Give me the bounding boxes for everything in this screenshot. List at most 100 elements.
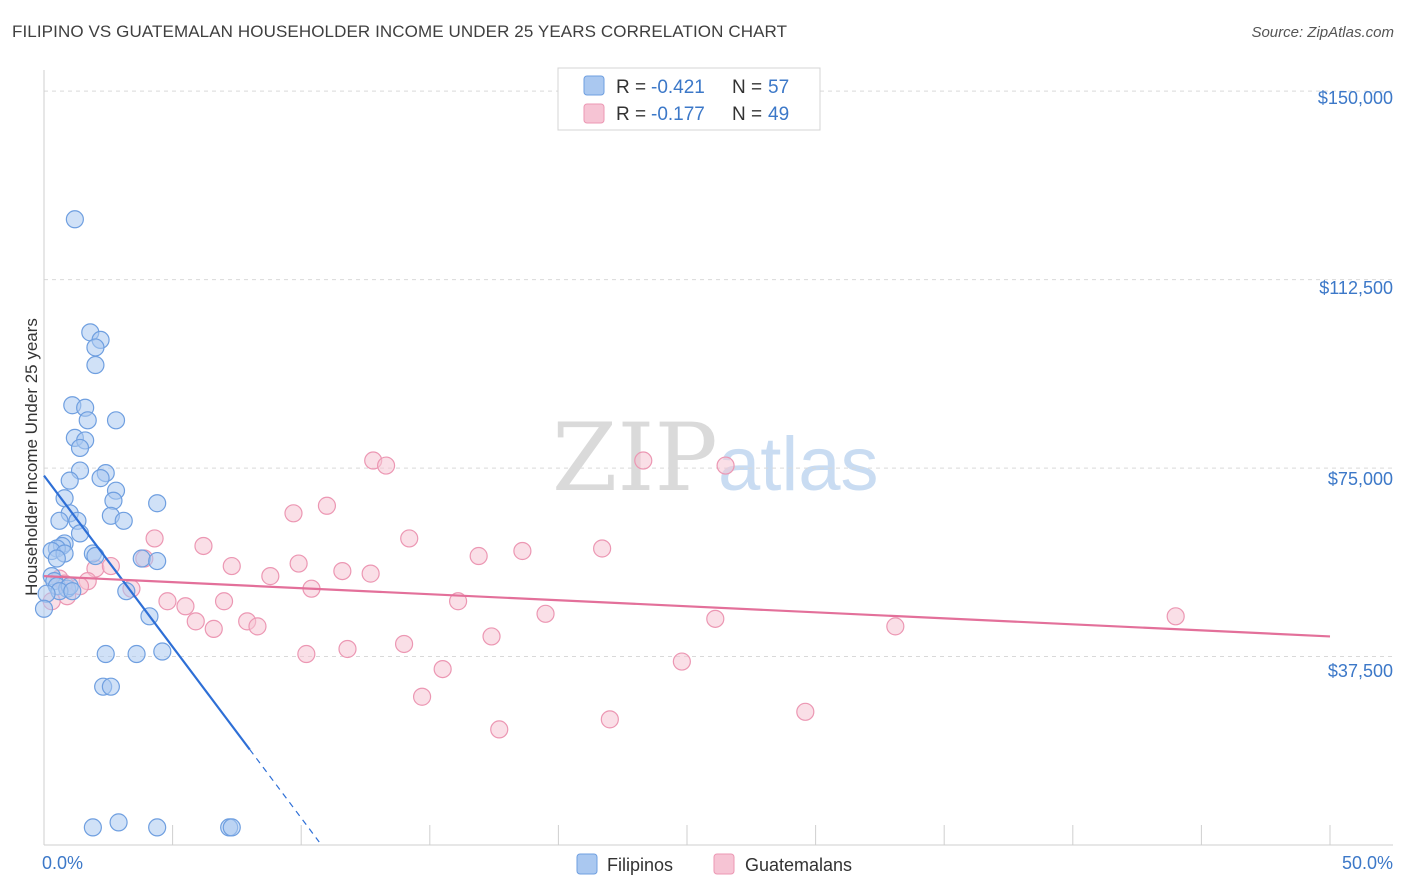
bottom-legend-swatch-guatemalans[interactable]: [713, 853, 735, 875]
filipino-point: [96, 644, 115, 664]
filipino-trendline: [43, 474, 251, 751]
filipino-point: [148, 551, 167, 571]
filipino-point: [50, 511, 69, 530]
guatemalan-point: [433, 659, 452, 679]
bottom-legend-label-guatemalans[interactable]: Guatemalans: [745, 855, 852, 875]
guatemalan-point: [469, 546, 488, 566]
filipino-point: [70, 524, 90, 543]
filipino-point: [37, 584, 56, 603]
gridlines: [44, 90, 1393, 658]
y-tick-labels: $37,500 $75,000 $112,500 $150,000: [1318, 88, 1393, 681]
filipino-point: [153, 642, 172, 661]
guatemalan-point: [706, 609, 725, 628]
legend-n-value: 57: [768, 77, 789, 98]
guatemalan-point: [394, 634, 414, 654]
guatemalan-point: [600, 710, 619, 729]
x-tick-label-start: 0.0%: [42, 853, 83, 873]
guatemalan-point: [317, 496, 337, 515]
y-tick-label: $150,000: [1318, 88, 1393, 108]
guatemalan-point: [214, 592, 234, 611]
filipino-trendline-extension: [249, 749, 320, 843]
filipino-point: [117, 582, 136, 601]
filipino-point: [47, 549, 66, 568]
x-ticks: [172, 825, 1331, 845]
filipino-point: [86, 338, 105, 357]
guatemalan-point: [1166, 607, 1185, 626]
filipino-point: [86, 355, 105, 375]
filipino-point: [114, 511, 133, 530]
y-axis-label: Householder Income Under 25 years: [22, 318, 41, 596]
guatemalan-point: [361, 564, 380, 583]
bottom-legend-label-filipinos[interactable]: Filipinos: [607, 855, 673, 875]
trendlines: [43, 474, 1331, 843]
filipino-point: [83, 818, 102, 837]
legend-n-value: 49: [768, 104, 789, 125]
guatemalan-point: [333, 561, 352, 581]
guatemalan-point: [536, 604, 555, 623]
filipino-point: [78, 411, 97, 430]
filipino-point: [148, 818, 167, 837]
bottom-legend: Filipinos Guatemalans: [576, 853, 852, 875]
filipino-point: [86, 546, 105, 566]
legend-n-label: N =: [732, 77, 762, 98]
chart-source: Source: ZipAtlas.com: [1251, 24, 1394, 41]
guatemalan-point: [482, 627, 501, 646]
filipino-point: [101, 677, 120, 696]
y-tick-label: $37,500: [1328, 661, 1393, 681]
filipino-point: [34, 599, 54, 618]
guatemalan-trendline: [43, 575, 1331, 638]
bottom-legend-swatch-filipinos[interactable]: [576, 853, 598, 875]
filipino-point: [70, 438, 90, 458]
legend-n-label: N =: [732, 104, 762, 125]
y-tick-label: $75,000: [1328, 469, 1393, 489]
legend-box: R = -0.421 N = 57 R = -0.177 N = 49: [557, 67, 821, 131]
x-tick-label-end: 50.0%: [1342, 853, 1393, 873]
filipino-point: [222, 818, 241, 837]
axes: [43, 70, 1393, 846]
chart-title: FILIPINO VS GUATEMALAN HOUSEHOLDER INCOM…: [12, 22, 788, 41]
filipino-point: [63, 582, 82, 601]
guatemalan-point: [634, 451, 653, 470]
guatemalan-point: [672, 652, 691, 671]
y-tick-label: $112,500: [1319, 278, 1393, 298]
guatemalan-point: [248, 617, 267, 636]
guatemalan-point: [222, 556, 241, 576]
filipino-point: [104, 491, 123, 510]
guatemalan-point: [716, 456, 735, 475]
guatemalan-point: [186, 612, 205, 631]
legend-r-value: -0.421: [651, 77, 705, 98]
guatemalan-point: [513, 541, 532, 561]
filipino-point: [148, 494, 167, 513]
guatemalan-point: [261, 567, 280, 586]
filipino-point: [65, 210, 84, 229]
guatemalan-point: [194, 536, 213, 556]
guatemalan-point: [376, 456, 396, 475]
guatemalan-point: [448, 592, 468, 611]
legend-r-value: -0.177: [651, 104, 705, 125]
guatemalan-point: [297, 644, 316, 664]
filipino-point: [132, 549, 151, 568]
legend-swatch-filipinos: [583, 75, 605, 96]
filipino-point: [60, 471, 79, 490]
guatemalan-point: [593, 539, 612, 558]
guatemalan-point: [176, 597, 195, 616]
filipino-point: [91, 469, 110, 488]
guatemalan-point: [412, 687, 432, 706]
guatemalan-point: [338, 639, 357, 659]
guatemalan-point: [796, 702, 815, 721]
legend-r-label: R =: [616, 77, 646, 98]
legend-r-label: R =: [616, 104, 646, 125]
filipino-point: [127, 644, 146, 664]
guatemalan-point: [158, 592, 177, 611]
guatemalan-point: [284, 504, 303, 523]
guatemalan-point: [400, 529, 419, 548]
guatemalan-point: [204, 619, 223, 638]
watermark-atlas: atlas: [718, 422, 879, 507]
series-filipinos: [34, 210, 241, 837]
legend-swatch-guatemalans: [583, 103, 605, 124]
guatemalan-point: [490, 720, 509, 739]
guatemalan-point: [289, 554, 308, 573]
guatemalan-point: [886, 617, 905, 636]
filipino-point: [109, 813, 128, 832]
